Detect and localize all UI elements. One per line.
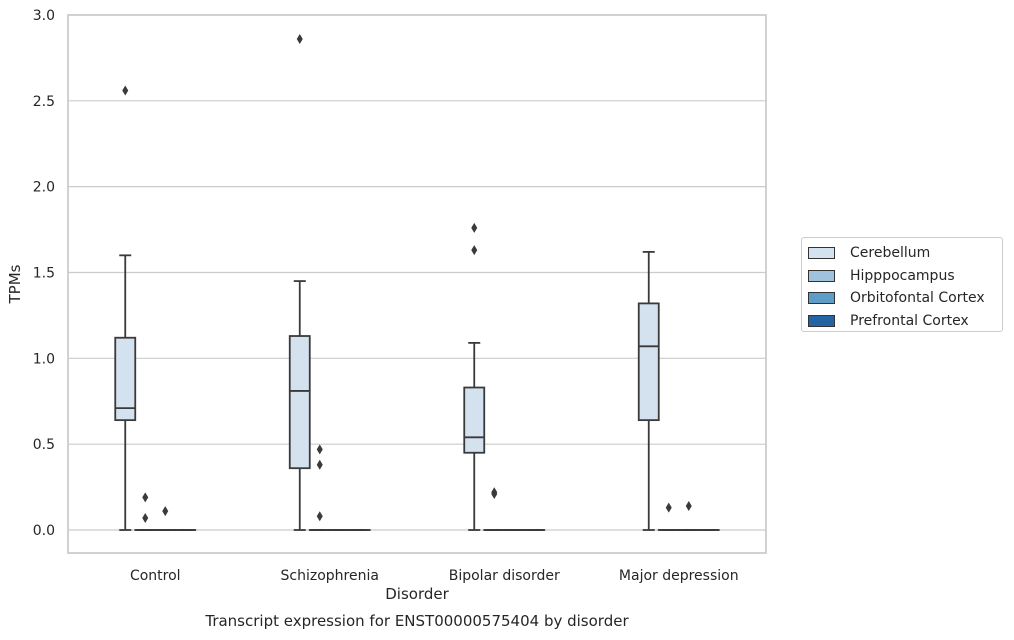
- y-axis-label: TPMs: [6, 264, 24, 304]
- outlier-point: [142, 512, 149, 523]
- legend-label: Prefrontal Cortex: [850, 312, 969, 329]
- outlier-point: [316, 511, 323, 522]
- box-hipppocampus: [657, 502, 680, 531]
- iqr-box: [114, 336, 137, 422]
- iqr-box: [637, 302, 660, 422]
- legend-label: Hipppocampus: [850, 267, 955, 284]
- outlier-point: [471, 222, 478, 233]
- outlier-point: [316, 459, 323, 470]
- outlier-point: [491, 488, 498, 499]
- legend-swatch: [808, 269, 835, 282]
- y-tick-label: 0.0: [33, 523, 55, 539]
- box-orbitofontal-cortex: [154, 506, 177, 531]
- y-tick-label: 0.5: [33, 437, 55, 453]
- outlier-point: [296, 34, 303, 45]
- outlier-point: [142, 492, 149, 503]
- box-cerebellum: [463, 222, 486, 531]
- legend-item: Orbitofontal Cortex: [808, 287, 1002, 310]
- box-hipppocampus: [134, 492, 157, 531]
- legend-item: Cerebellum: [808, 242, 1002, 265]
- x-axis-ticks: Control Schizophrenia Bipolar disorder Majo…: [130, 568, 739, 584]
- legend: Cerebellum Hipppocampus Orbitofontal Corte…: [801, 237, 1003, 332]
- y-axis-ticks: 0.0 0.5 1.0 1.5 2.0 2.5 3.0: [33, 8, 55, 539]
- outlier-point: [162, 506, 169, 517]
- y-tick-label: 3.0: [33, 8, 55, 24]
- box-series: [114, 34, 720, 531]
- y-tick-label: 2.5: [33, 94, 55, 110]
- x-tick-label: Schizophrenia: [281, 568, 379, 584]
- legend-label: Cerebellum: [850, 245, 931, 262]
- box-cerebellum: [114, 85, 137, 531]
- box-orbitofontal-cortex: [677, 500, 700, 531]
- y-tick-label: 1.5: [33, 265, 55, 281]
- x-tick-label: Bipolar disorder: [449, 568, 560, 584]
- legend-label: Orbitofontal Cortex: [850, 290, 985, 307]
- x-axis-label: Disorder: [385, 585, 449, 603]
- legend-swatch: [808, 292, 835, 305]
- x-tick-label: Major depression: [619, 568, 739, 584]
- legend-item: Prefrontal Cortex: [808, 310, 1002, 333]
- outlier-point: [471, 245, 478, 256]
- legend-item: Hipppocampus: [808, 265, 1002, 288]
- grid-lines: [68, 100, 766, 531]
- y-tick-label: 1.0: [33, 351, 55, 367]
- plot-area-frame: [67, 14, 767, 554]
- legend-swatch: [808, 247, 835, 260]
- box-cerebellum: [637, 250, 660, 531]
- outlier-point: [316, 444, 323, 455]
- iqr-box: [288, 335, 311, 470]
- box-cerebellum: [288, 34, 311, 531]
- chart-title: Transcript expression for ENST0000057540…: [204, 612, 629, 630]
- iqr-box: [463, 386, 486, 454]
- y-tick-label: 2.0: [33, 180, 55, 196]
- outlier-point: [122, 85, 129, 96]
- box-hipppocampus: [308, 444, 331, 531]
- legend-swatch: [808, 314, 835, 327]
- outlier-point: [665, 502, 672, 513]
- x-tick-label: Control: [130, 568, 181, 584]
- outlier-point: [685, 500, 692, 511]
- box-hipppocampus: [483, 487, 506, 531]
